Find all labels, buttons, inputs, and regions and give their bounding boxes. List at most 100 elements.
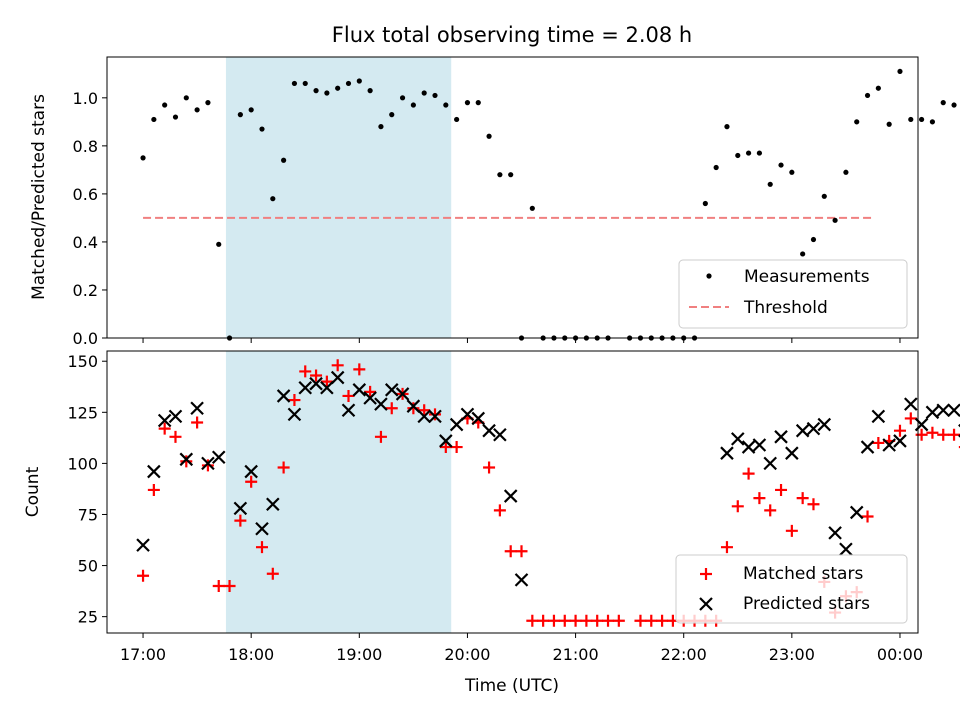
- measurement-point: [356, 78, 362, 84]
- predicted-stars-points: [136, 370, 960, 587]
- predicted-star-point: [774, 430, 788, 444]
- matched-star-point: [147, 483, 160, 496]
- predicted-star-point: [374, 397, 388, 411]
- measurement-point: [508, 172, 514, 178]
- bottom-legend-box: [675, 554, 908, 624]
- matched-star-point: [504, 545, 517, 558]
- predicted-star-point: [406, 399, 421, 413]
- matched-star-point: [764, 504, 777, 517]
- predicted-star-point: [417, 409, 431, 424]
- matched-star-point: [807, 498, 820, 511]
- predicted-star-point: [287, 407, 302, 422]
- y-tick-label: 25: [78, 608, 98, 627]
- matched-star-point: [493, 504, 506, 517]
- bottom-x-ticks: 17:00 18:00 19:00 20:00 21:00 22:00 23:00 00:00: [120, 633, 923, 664]
- matched-star-point: [537, 614, 550, 627]
- predicted-star-point: [233, 501, 248, 516]
- matched-star-point: [331, 359, 344, 372]
- top-legend-box: [678, 259, 908, 329]
- predicted-star-point: [904, 397, 918, 411]
- predicted-star-point: [309, 376, 323, 391]
- matched-star-point: [450, 441, 463, 454]
- matched-star-point: [926, 426, 939, 439]
- matched-star-point: [937, 428, 950, 441]
- predicted-star-point: [439, 434, 453, 448]
- measurement-point: [789, 169, 795, 175]
- matched-star-point: [266, 567, 279, 580]
- measurement-point: [702, 200, 708, 207]
- measurement-point: [194, 107, 200, 113]
- measurement-point: [821, 193, 827, 199]
- matched-star-point: [191, 416, 204, 429]
- predicted-star-point: [493, 428, 507, 442]
- measurement-point: [897, 68, 903, 75]
- measurement-point: [216, 241, 222, 247]
- matched-star-point: [634, 614, 647, 627]
- top-y-axis-label: Matched/Predicted stars: [29, 94, 49, 300]
- legend-label-threshold: Threshold: [743, 298, 828, 318]
- y-tick-label: 0.2: [73, 281, 98, 300]
- matched-star-point: [288, 394, 301, 407]
- bottom-y-ticks: 25 50 75 100 125 150: [67, 352, 107, 627]
- matched-star-point: [602, 614, 615, 627]
- bottom-panel: 25 50 75 100 125 150 17:00 18:00 19:00 20:00 21:0…: [23, 350, 960, 696]
- top-plot-frame: [106, 56, 919, 339]
- predicted-star-point: [330, 370, 345, 385]
- predicted-star-point: [741, 440, 756, 454]
- top-y-ticks: 0.0 0.2 0.4 0.6 0.8 1.0: [73, 89, 107, 348]
- x-tick-label: 18:00: [228, 645, 274, 664]
- measurement-point: [854, 119, 860, 125]
- predicted-star-point: [460, 407, 475, 422]
- predicted-star-point: [731, 432, 745, 446]
- measurement-point: [270, 196, 276, 202]
- predicted-star-point: [795, 423, 810, 438]
- matched-star-point: [569, 614, 582, 627]
- matched-star-point: [612, 614, 625, 627]
- y-tick-label: 150: [67, 352, 98, 371]
- measurement-point: [378, 124, 384, 130]
- measurement-point: [767, 181, 773, 187]
- predicted-star-point: [147, 464, 161, 479]
- predicted-star-point: [785, 446, 799, 460]
- matched-star-point: [742, 467, 755, 480]
- y-tick-label: 100: [67, 454, 98, 473]
- matched-star-point: [180, 455, 193, 468]
- predicted-star-point: [925, 405, 940, 420]
- bottom-highlight-span: [225, 351, 452, 633]
- predicted-star-point: [763, 456, 777, 471]
- legend-label-matched: Matched stars: [743, 564, 863, 584]
- matched-star-point: [580, 614, 593, 627]
- y-tick-label: 0.4: [73, 233, 98, 252]
- matched-star-point: [299, 365, 312, 378]
- matched-star-point: [158, 422, 171, 435]
- matched-star-point: [861, 510, 874, 523]
- matched-star-point: [547, 614, 560, 627]
- legend-marker-predicted: [699, 597, 713, 611]
- y-tick-label: 1.0: [73, 89, 98, 108]
- x-tick-label: 21:00: [553, 645, 599, 664]
- measurement-point: [313, 88, 319, 94]
- measurement-point: [832, 217, 838, 223]
- matched-star-point: [277, 461, 290, 474]
- measurement-point: [529, 205, 535, 211]
- y-tick-label: 0.6: [73, 185, 98, 204]
- predicted-star-point: [363, 391, 377, 405]
- predicted-star-point: [395, 387, 410, 401]
- measurement-point: [281, 157, 287, 163]
- matched-star-point: [418, 404, 431, 417]
- matched-star-point: [753, 492, 766, 505]
- matched-star-point: [893, 424, 906, 437]
- matched-star-point: [645, 614, 658, 627]
- matched-star-point: [775, 483, 788, 496]
- matched-star-point: [223, 580, 236, 592]
- matched-star-point: [169, 430, 182, 443]
- predicted-star-point: [914, 417, 929, 432]
- matched-star-point: [245, 475, 258, 488]
- legend-marker-measurements: [706, 273, 712, 279]
- predicted-star-point: [190, 401, 204, 415]
- x-axis-label: Time (UTC): [464, 676, 559, 696]
- predicted-star-point: [882, 438, 896, 452]
- measurement-point: [291, 80, 298, 87]
- predicted-star-point: [828, 526, 842, 540]
